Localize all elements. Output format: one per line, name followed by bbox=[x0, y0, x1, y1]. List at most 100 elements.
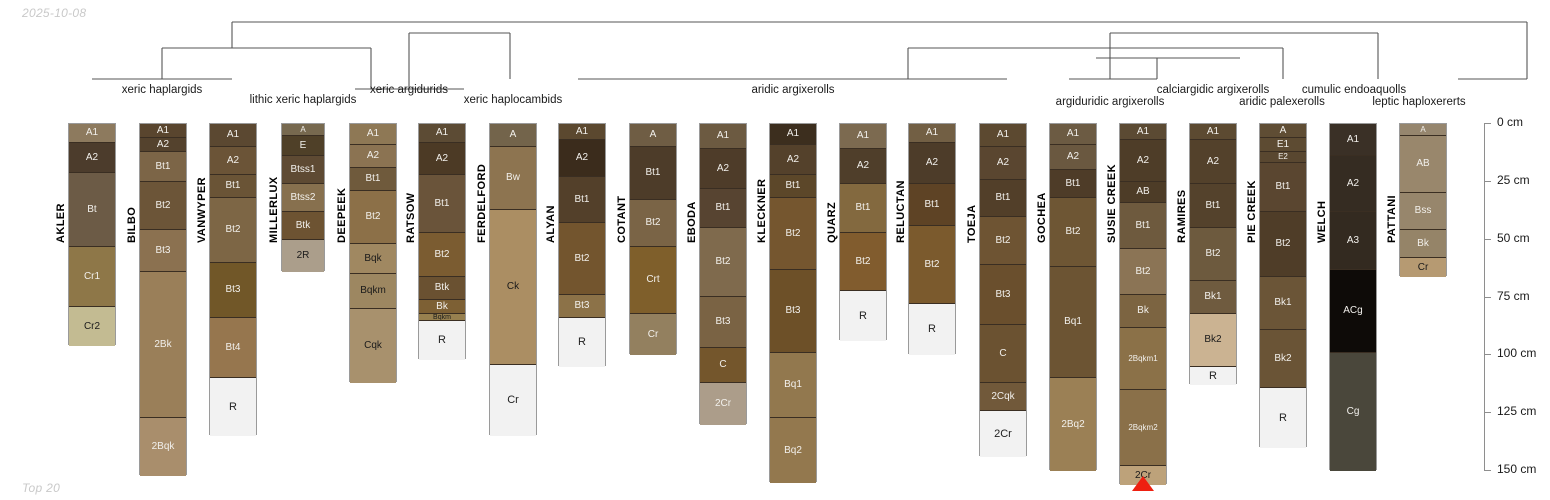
soil-horizon[interactable]: A2 bbox=[140, 138, 186, 152]
soil-horizon[interactable]: Cqk bbox=[350, 309, 396, 383]
soil-horizon[interactable]: 2Cr bbox=[980, 411, 1026, 457]
soil-horizon[interactable]: A2 bbox=[69, 143, 115, 173]
profile-column[interactable]: A E Btss1 Btss2 Btk 2R bbox=[281, 123, 325, 272]
profile-column[interactable]: A1 A2 A3 ACg Cg bbox=[1329, 123, 1377, 471]
soil-horizon[interactable]: 2Cr bbox=[1120, 466, 1166, 485]
soil-horizon[interactable]: Cr bbox=[630, 314, 676, 355]
soil-horizon[interactable]: Bt2 bbox=[350, 191, 396, 244]
soil-horizon[interactable]: Bt1 bbox=[350, 168, 396, 191]
soil-horizon[interactable]: Cr bbox=[490, 365, 536, 436]
soil-horizon[interactable]: R bbox=[1260, 388, 1306, 448]
soil-horizon[interactable]: A1 bbox=[419, 124, 465, 143]
soil-horizon[interactable]: A1 bbox=[1120, 124, 1166, 140]
profile-column[interactable]: A E1 E2 Bt1 Bt2 Bk1 Bk2 R bbox=[1259, 123, 1307, 448]
soil-horizon[interactable]: E2 bbox=[1260, 152, 1306, 163]
soil-horizon[interactable]: A bbox=[1260, 124, 1306, 138]
soil-horizon[interactable]: A1 bbox=[559, 124, 605, 140]
soil-horizon[interactable]: Bt1 bbox=[1190, 184, 1236, 228]
soil-horizon[interactable]: A bbox=[630, 124, 676, 147]
soil-horizon[interactable]: A2 bbox=[700, 149, 746, 189]
soil-horizon[interactable]: Bqk bbox=[350, 244, 396, 274]
soil-horizon[interactable]: Bk1 bbox=[1190, 281, 1236, 314]
soil-horizon[interactable]: Bt3 bbox=[210, 263, 256, 318]
soil-horizon[interactable]: Bt2 bbox=[630, 200, 676, 247]
soil-horizon[interactable]: A1 bbox=[1190, 124, 1236, 140]
soil-horizon[interactable]: R bbox=[909, 304, 955, 355]
soil-horizon[interactable]: Bt1 bbox=[419, 175, 465, 233]
soil-horizon[interactable]: A2 bbox=[909, 143, 955, 184]
profile-column[interactable]: A1 A2 Bt1 Bt2 Bt3 C 2Cr bbox=[699, 123, 747, 425]
soil-horizon[interactable]: Bq2 bbox=[770, 418, 816, 483]
soil-horizon[interactable]: Btss1 bbox=[282, 156, 324, 184]
soil-horizon[interactable]: Bt2 bbox=[1120, 249, 1166, 295]
soil-horizon[interactable]: Bt2 bbox=[909, 226, 955, 304]
soil-horizon[interactable]: Bt4 bbox=[210, 318, 256, 378]
soil-horizon[interactable]: A2 bbox=[840, 149, 886, 184]
soil-horizon[interactable]: A2 bbox=[980, 147, 1026, 180]
soil-horizon[interactable]: R bbox=[419, 321, 465, 360]
soil-horizon[interactable]: Bt2 bbox=[210, 198, 256, 263]
soil-horizon[interactable]: A1 bbox=[980, 124, 1026, 147]
soil-horizon[interactable]: 2Bk bbox=[140, 272, 186, 418]
profile-column[interactable]: A1 A2 Bt1 Bt2 Bt3 R bbox=[558, 123, 606, 367]
soil-horizon[interactable]: Bt bbox=[69, 173, 115, 247]
soil-horizon[interactable]: A2 bbox=[1120, 140, 1166, 182]
soil-horizon[interactable]: ACg bbox=[1330, 270, 1376, 353]
soil-horizon[interactable]: 2Bqkm2 bbox=[1120, 390, 1166, 466]
soil-horizon[interactable]: A1 bbox=[1050, 124, 1096, 145]
soil-horizon[interactable]: Bt1 bbox=[909, 184, 955, 226]
soil-horizon[interactable]: Bk1 bbox=[1260, 277, 1306, 330]
profile-column[interactable]: A1 A2 Bt1 Bt2 Bqk Bqkm Cqk bbox=[349, 123, 397, 383]
soil-horizon[interactable]: Bk bbox=[419, 300, 465, 314]
soil-horizon[interactable]: Bt1 bbox=[559, 177, 605, 223]
soil-horizon[interactable]: Bss bbox=[1400, 193, 1446, 230]
soil-horizon[interactable]: 2Bq2 bbox=[1050, 378, 1096, 471]
profile-column[interactable]: A1 A2 Bt1 Bt2 Bt3 2Bk 2Bqk bbox=[139, 123, 187, 476]
soil-horizon[interactable]: Bqkm bbox=[419, 314, 465, 321]
soil-horizon[interactable]: Bt2 bbox=[1050, 198, 1096, 267]
soil-horizon[interactable]: A1 bbox=[770, 124, 816, 145]
soil-horizon[interactable]: Bt1 bbox=[210, 175, 256, 198]
soil-horizon[interactable]: Cr2 bbox=[69, 307, 115, 346]
profile-column[interactable]: A1 A2 Bt1 Bt2 R bbox=[839, 123, 887, 341]
soil-horizon[interactable]: Bt1 bbox=[700, 189, 746, 228]
soil-horizon[interactable]: AB bbox=[1120, 182, 1166, 203]
soil-horizon[interactable]: Bt2 bbox=[419, 233, 465, 277]
soil-horizon[interactable]: C bbox=[700, 348, 746, 383]
soil-horizon[interactable]: Crt bbox=[630, 247, 676, 314]
soil-horizon[interactable]: Bt2 bbox=[140, 182, 186, 230]
soil-horizon[interactable]: A3 bbox=[1330, 212, 1376, 270]
soil-horizon[interactable]: A2 bbox=[419, 143, 465, 175]
profile-column[interactable]: A Bw Ck Cr bbox=[489, 123, 537, 436]
soil-horizon[interactable]: Btk bbox=[282, 212, 324, 240]
soil-horizon[interactable]: 2Bqkm1 bbox=[1120, 328, 1166, 390]
soil-horizon[interactable]: AB bbox=[1400, 136, 1446, 193]
profile-column[interactable]: A1 A2 Bt1 Bt2 Btk Bk Bqkm R bbox=[418, 123, 466, 360]
soil-horizon[interactable]: Btk bbox=[419, 277, 465, 300]
soil-horizon[interactable]: Bk bbox=[1120, 295, 1166, 328]
soil-horizon[interactable]: R bbox=[210, 378, 256, 436]
profile-column[interactable]: A1 A2 Bt1 Bt2 R bbox=[908, 123, 956, 355]
soil-horizon[interactable]: 2Cqk bbox=[980, 383, 1026, 411]
soil-horizon[interactable]: Bt1 bbox=[1120, 203, 1166, 249]
soil-horizon[interactable]: R bbox=[1190, 367, 1236, 385]
soil-horizon[interactable]: Bt2 bbox=[559, 223, 605, 295]
soil-horizon[interactable]: R bbox=[559, 318, 605, 367]
profile-column[interactable]: A1 A2 Bt1 Bt2 Bt3 C 2Cqk 2Cr bbox=[979, 123, 1027, 457]
soil-horizon[interactable]: Bt3 bbox=[140, 230, 186, 272]
soil-horizon[interactable]: Bt2 bbox=[840, 233, 886, 291]
soil-horizon[interactable]: Bt1 bbox=[1050, 170, 1096, 198]
soil-horizon[interactable]: A1 bbox=[210, 124, 256, 147]
soil-horizon[interactable]: E1 bbox=[1260, 138, 1306, 152]
soil-horizon[interactable]: Cr bbox=[1400, 258, 1446, 277]
soil-horizon[interactable]: 2Bqk bbox=[140, 418, 186, 476]
soil-horizon[interactable]: Bt1 bbox=[840, 184, 886, 233]
soil-horizon[interactable]: Bt3 bbox=[770, 270, 816, 353]
soil-horizon[interactable]: E bbox=[282, 136, 324, 156]
profile-column[interactable]: A1 A2 AB Bt1 Bt2 Bk 2Bqkm1 2Bqkm2 2Cr bbox=[1119, 123, 1167, 485]
soil-horizon[interactable]: Bt2 bbox=[980, 217, 1026, 265]
profile-column[interactable]: A1 A2 Bt1 Bt2 Bq1 2Bq2 bbox=[1049, 123, 1097, 471]
soil-horizon[interactable]: Bq1 bbox=[1050, 267, 1096, 378]
soil-horizon[interactable]: Bt3 bbox=[980, 265, 1026, 325]
soil-horizon[interactable]: A1 bbox=[69, 124, 115, 143]
